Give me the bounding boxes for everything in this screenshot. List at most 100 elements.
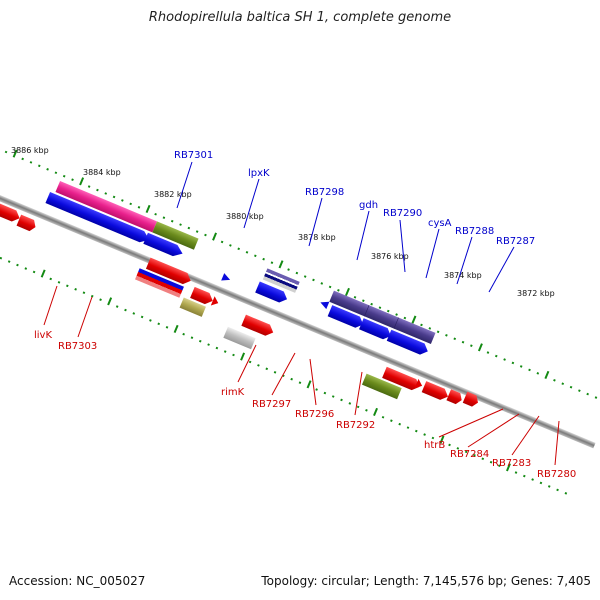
minor-tick [414, 429, 418, 433]
cds-olive[interactable] [152, 221, 199, 250]
gene-label-rb7283[interactable]: RB7283 [492, 458, 531, 469]
minor-tick [331, 395, 335, 398]
cds-purple[interactable] [329, 290, 436, 345]
gene-label-rb7298[interactable]: RB7298 [305, 187, 344, 198]
gene-label-rb7292[interactable]: RB7292 [336, 420, 375, 431]
minor-tick [248, 360, 252, 364]
minor-tick [531, 478, 534, 481]
scale-ticks-top [4, 149, 598, 399]
genome-backbone [0, 166, 596, 449]
cds-red-small[interactable] [210, 296, 220, 308]
reverse-gene-labels: livK RB7303 rimK RB7297 RB7296 RB7292 ht… [34, 285, 576, 480]
cds-red[interactable] [190, 286, 215, 307]
minor-tick [46, 167, 49, 171]
forward-strand-features [45, 180, 436, 357]
gene-label-rb7287[interactable]: RB7287 [496, 236, 535, 247]
accession-text: Accession: NC_005027 [9, 574, 146, 588]
minor-tick [312, 278, 315, 282]
reverse-strand-features [0, 195, 481, 408]
minor-tick [207, 343, 210, 346]
minor-tick [170, 219, 174, 223]
genome-summary-text: Topology: circular; Length: 7,145,576 bp… [261, 574, 591, 588]
scale-label: 3880 kbp [226, 212, 264, 221]
minor-tick [104, 192, 108, 195]
minor-tick [365, 409, 368, 412]
minor-tick [96, 188, 99, 192]
gene-label-rb7296[interactable]: RB7296 [295, 409, 334, 420]
cds-red[interactable] [462, 391, 481, 408]
minor-tick [229, 244, 232, 247]
minor-tick [287, 268, 290, 271]
gene-label-rb7290[interactable]: RB7290 [383, 208, 422, 219]
cds-blue[interactable] [255, 281, 289, 304]
minor-tick [594, 396, 598, 399]
minor-tick [445, 333, 448, 337]
minor-tick [395, 313, 398, 316]
gene-label-rb7301[interactable]: RB7301 [174, 150, 213, 161]
cds-red[interactable] [0, 195, 22, 224]
minor-tick [16, 263, 19, 267]
cds-pink[interactable] [55, 180, 157, 233]
cds-gdh[interactable] [262, 268, 300, 293]
minor-tick [303, 275, 307, 278]
minor-tick [406, 426, 410, 429]
cds-red[interactable] [421, 381, 451, 402]
minor-tick [182, 332, 185, 336]
minor-tick [511, 361, 515, 365]
minor-tick [348, 402, 352, 405]
cds-blue-small[interactable] [221, 273, 231, 283]
minor-tick [569, 385, 573, 389]
minor-tick [547, 485, 551, 488]
gene-label-gdh[interactable]: gdh [359, 200, 378, 211]
cds-red-small[interactable] [414, 378, 424, 391]
scale-label: 3878 kbp [298, 233, 336, 242]
cds-gray[interactable] [223, 326, 256, 350]
cds-blue[interactable] [45, 191, 151, 245]
gene-label-rb7280[interactable]: RB7280 [537, 469, 576, 480]
minor-tick [37, 164, 41, 168]
minor-tick [112, 195, 116, 199]
minor-tick [24, 267, 28, 270]
minor-tick [386, 309, 390, 313]
minor-tick [431, 436, 435, 440]
minor-tick [378, 306, 382, 309]
cds-blue[interactable] [359, 318, 393, 341]
gene-label-htrb[interactable]: htrB [424, 440, 445, 451]
minor-tick [270, 261, 274, 264]
major-tick [40, 269, 46, 278]
minor-tick [237, 247, 241, 251]
minor-tick [4, 150, 8, 154]
cds-blue[interactable] [143, 232, 185, 259]
major-tick [477, 343, 483, 352]
map-title: Rhodopirellula baltica SH 1, complete ge… [148, 10, 452, 25]
cds-olive[interactable] [361, 373, 402, 400]
cds-red[interactable] [382, 366, 422, 393]
cds-blue[interactable] [327, 305, 366, 330]
cds-blue-small[interactable] [319, 299, 330, 310]
minor-tick [420, 323, 423, 327]
cds-blue[interactable] [386, 329, 430, 357]
gene-label-livk[interactable]: livK [34, 330, 52, 341]
cds-khaki[interactable] [179, 297, 206, 317]
gene-label-rimk[interactable]: rimK [221, 387, 245, 398]
gene-label-rb7303[interactable]: RB7303 [58, 341, 97, 352]
minor-tick [157, 322, 161, 326]
scale-label: 3882 kbp [154, 190, 192, 199]
cds-red[interactable] [446, 389, 464, 405]
gene-label-rb7288[interactable]: RB7288 [455, 226, 494, 237]
cds-red[interactable] [241, 314, 275, 338]
minor-tick [436, 330, 440, 334]
minor-tick [179, 223, 182, 226]
gene-label-rb7284[interactable]: RB7284 [450, 449, 489, 460]
minor-tick [245, 250, 249, 254]
gene-label-lpxk[interactable]: lpxK [248, 168, 270, 179]
gene-label-cysa[interactable]: cysA [428, 218, 452, 229]
cds-red[interactable] [145, 257, 193, 287]
cds-red[interactable] [16, 214, 38, 233]
minor-tick [470, 344, 473, 347]
minor-tick [523, 474, 526, 478]
gene-label-rb7297[interactable]: RB7297 [252, 399, 291, 410]
cds-multi[interactable] [135, 268, 184, 298]
minor-tick [195, 230, 199, 233]
scale-label: 3872 kbp [517, 289, 555, 298]
